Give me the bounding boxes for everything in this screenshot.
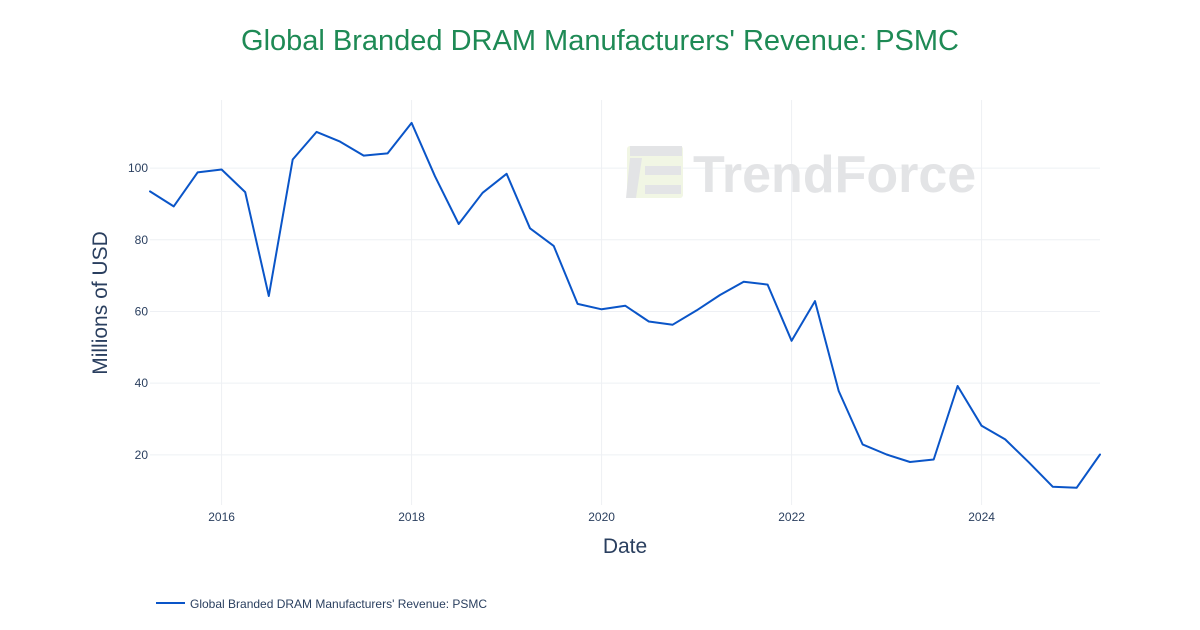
chart-title: Global Branded DRAM Manufacturers' Reven… xyxy=(241,25,959,57)
x-tick-label: 2022 xyxy=(778,510,805,524)
data-point[interactable] xyxy=(741,279,747,285)
watermark-text: TrendForce xyxy=(693,146,976,204)
data-point[interactable] xyxy=(955,383,961,389)
data-point[interactable] xyxy=(670,322,676,328)
x-tick-label: 2020 xyxy=(588,510,615,524)
data-point[interactable] xyxy=(694,307,700,313)
data-point[interactable] xyxy=(907,459,913,465)
data-point[interactable] xyxy=(884,452,890,458)
data-point[interactable] xyxy=(147,188,153,194)
legend[interactable]: Global Branded DRAM Manufacturers' Reven… xyxy=(156,597,487,611)
data-point[interactable] xyxy=(409,120,415,126)
data-point[interactable] xyxy=(812,298,818,304)
series-layer xyxy=(149,121,1101,489)
data-point[interactable] xyxy=(171,203,177,209)
data-point[interactable] xyxy=(836,388,842,394)
data-point[interactable] xyxy=(1002,436,1008,442)
data-point[interactable] xyxy=(361,153,367,159)
data-point[interactable] xyxy=(860,441,866,447)
data-point[interactable] xyxy=(599,306,605,312)
data-point[interactable] xyxy=(195,169,201,175)
data-point[interactable] xyxy=(979,423,985,429)
data-point[interactable] xyxy=(385,150,391,156)
data-point[interactable] xyxy=(314,129,320,135)
y-tick-labels: 20 40 60 80 100 xyxy=(128,161,148,462)
data-point[interactable] xyxy=(931,457,937,463)
y-tick-label: 20 xyxy=(135,448,149,462)
x-tick-labels: 2016 2018 2020 2022 2024 xyxy=(208,510,995,524)
series-line xyxy=(149,121,1101,489)
y-tick-label: 60 xyxy=(135,304,149,318)
data-point[interactable] xyxy=(337,139,343,145)
data-point[interactable] xyxy=(717,292,723,298)
x-tick-label: 2016 xyxy=(208,510,235,524)
data-point[interactable] xyxy=(480,190,486,196)
data-point[interactable] xyxy=(456,221,462,227)
data-point[interactable] xyxy=(504,171,510,177)
data-point[interactable] xyxy=(789,338,795,344)
data-point[interactable] xyxy=(266,293,272,299)
data-point[interactable] xyxy=(432,173,438,179)
data-point[interactable] xyxy=(1097,452,1103,458)
data-point[interactable] xyxy=(765,282,771,288)
data-point[interactable] xyxy=(575,301,581,307)
data-point[interactable] xyxy=(551,243,557,249)
grid-lines xyxy=(150,100,1100,505)
data-point[interactable] xyxy=(1026,459,1032,465)
data-point[interactable] xyxy=(219,167,225,173)
y-tick-label: 40 xyxy=(135,376,149,390)
data-point[interactable] xyxy=(1050,484,1056,490)
y-tick-label: 100 xyxy=(128,161,148,175)
data-point[interactable] xyxy=(646,319,652,325)
data-point[interactable] xyxy=(527,225,533,231)
y-axis-title: Millions of USD xyxy=(89,231,112,375)
watermark: TrendForce xyxy=(626,146,976,204)
legend-label: Global Branded DRAM Manufacturers' Reven… xyxy=(190,597,487,611)
data-point[interactable] xyxy=(290,157,296,163)
data-point[interactable] xyxy=(242,189,248,195)
x-tick-label: 2024 xyxy=(968,510,995,524)
data-point[interactable] xyxy=(1074,485,1080,491)
x-tick-label: 2018 xyxy=(398,510,425,524)
x-axis-title: Date xyxy=(603,535,647,558)
data-point[interactable] xyxy=(622,303,628,309)
y-tick-label: 80 xyxy=(135,233,149,247)
trendforce-logo-icon xyxy=(626,146,683,198)
